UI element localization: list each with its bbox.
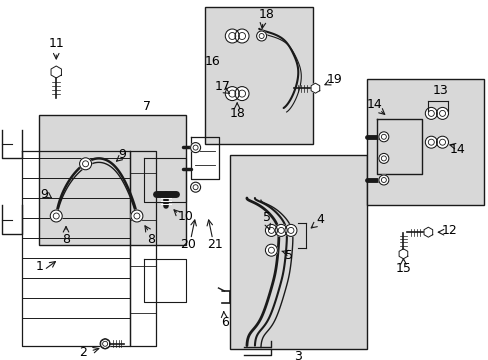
Circle shape bbox=[256, 31, 266, 41]
Bar bbox=[205, 7, 312, 144]
Text: 2: 2 bbox=[79, 346, 87, 359]
Circle shape bbox=[131, 210, 142, 222]
Text: 18: 18 bbox=[258, 8, 274, 21]
Text: 13: 13 bbox=[431, 84, 447, 96]
Circle shape bbox=[265, 224, 277, 237]
Polygon shape bbox=[51, 66, 61, 78]
Circle shape bbox=[378, 175, 388, 185]
Text: 16: 16 bbox=[204, 55, 220, 68]
Text: 20: 20 bbox=[180, 238, 196, 251]
Circle shape bbox=[235, 29, 248, 43]
Polygon shape bbox=[101, 339, 109, 349]
Circle shape bbox=[436, 107, 447, 120]
Polygon shape bbox=[398, 249, 407, 259]
Circle shape bbox=[225, 29, 239, 43]
Text: 8: 8 bbox=[147, 233, 155, 246]
Circle shape bbox=[285, 224, 296, 237]
Circle shape bbox=[50, 210, 62, 222]
Circle shape bbox=[225, 87, 239, 100]
Text: 3: 3 bbox=[294, 350, 302, 360]
Text: 19: 19 bbox=[326, 73, 342, 86]
Text: 5: 5 bbox=[262, 211, 270, 224]
Circle shape bbox=[235, 87, 248, 100]
Text: 10: 10 bbox=[178, 210, 193, 222]
Text: 6: 6 bbox=[221, 316, 228, 329]
Bar bbox=[39, 115, 185, 245]
Text: 4: 4 bbox=[316, 213, 324, 226]
Text: 11: 11 bbox=[48, 37, 64, 50]
Bar bbox=[366, 79, 483, 205]
Polygon shape bbox=[310, 83, 319, 93]
Text: 8: 8 bbox=[62, 233, 70, 246]
Circle shape bbox=[100, 339, 110, 349]
Circle shape bbox=[425, 136, 436, 148]
Text: 9: 9 bbox=[40, 188, 48, 201]
Circle shape bbox=[378, 153, 388, 163]
Text: 9: 9 bbox=[118, 148, 126, 161]
Text: 21: 21 bbox=[207, 238, 223, 251]
Polygon shape bbox=[423, 227, 432, 237]
Text: 14: 14 bbox=[448, 143, 464, 156]
Text: 1: 1 bbox=[35, 260, 43, 273]
Text: 7: 7 bbox=[142, 100, 150, 113]
Circle shape bbox=[378, 132, 388, 142]
Text: 5: 5 bbox=[284, 249, 292, 262]
Text: 14: 14 bbox=[366, 98, 381, 111]
Circle shape bbox=[190, 143, 200, 153]
Text: 12: 12 bbox=[441, 224, 457, 237]
Circle shape bbox=[80, 158, 91, 170]
Bar bbox=[229, 155, 366, 349]
Text: 17: 17 bbox=[214, 80, 230, 93]
Circle shape bbox=[190, 182, 200, 192]
Text: 15: 15 bbox=[395, 262, 410, 275]
Circle shape bbox=[425, 107, 436, 120]
Text: 18: 18 bbox=[229, 107, 244, 120]
Circle shape bbox=[265, 244, 277, 256]
Circle shape bbox=[275, 224, 286, 237]
Circle shape bbox=[436, 136, 447, 148]
